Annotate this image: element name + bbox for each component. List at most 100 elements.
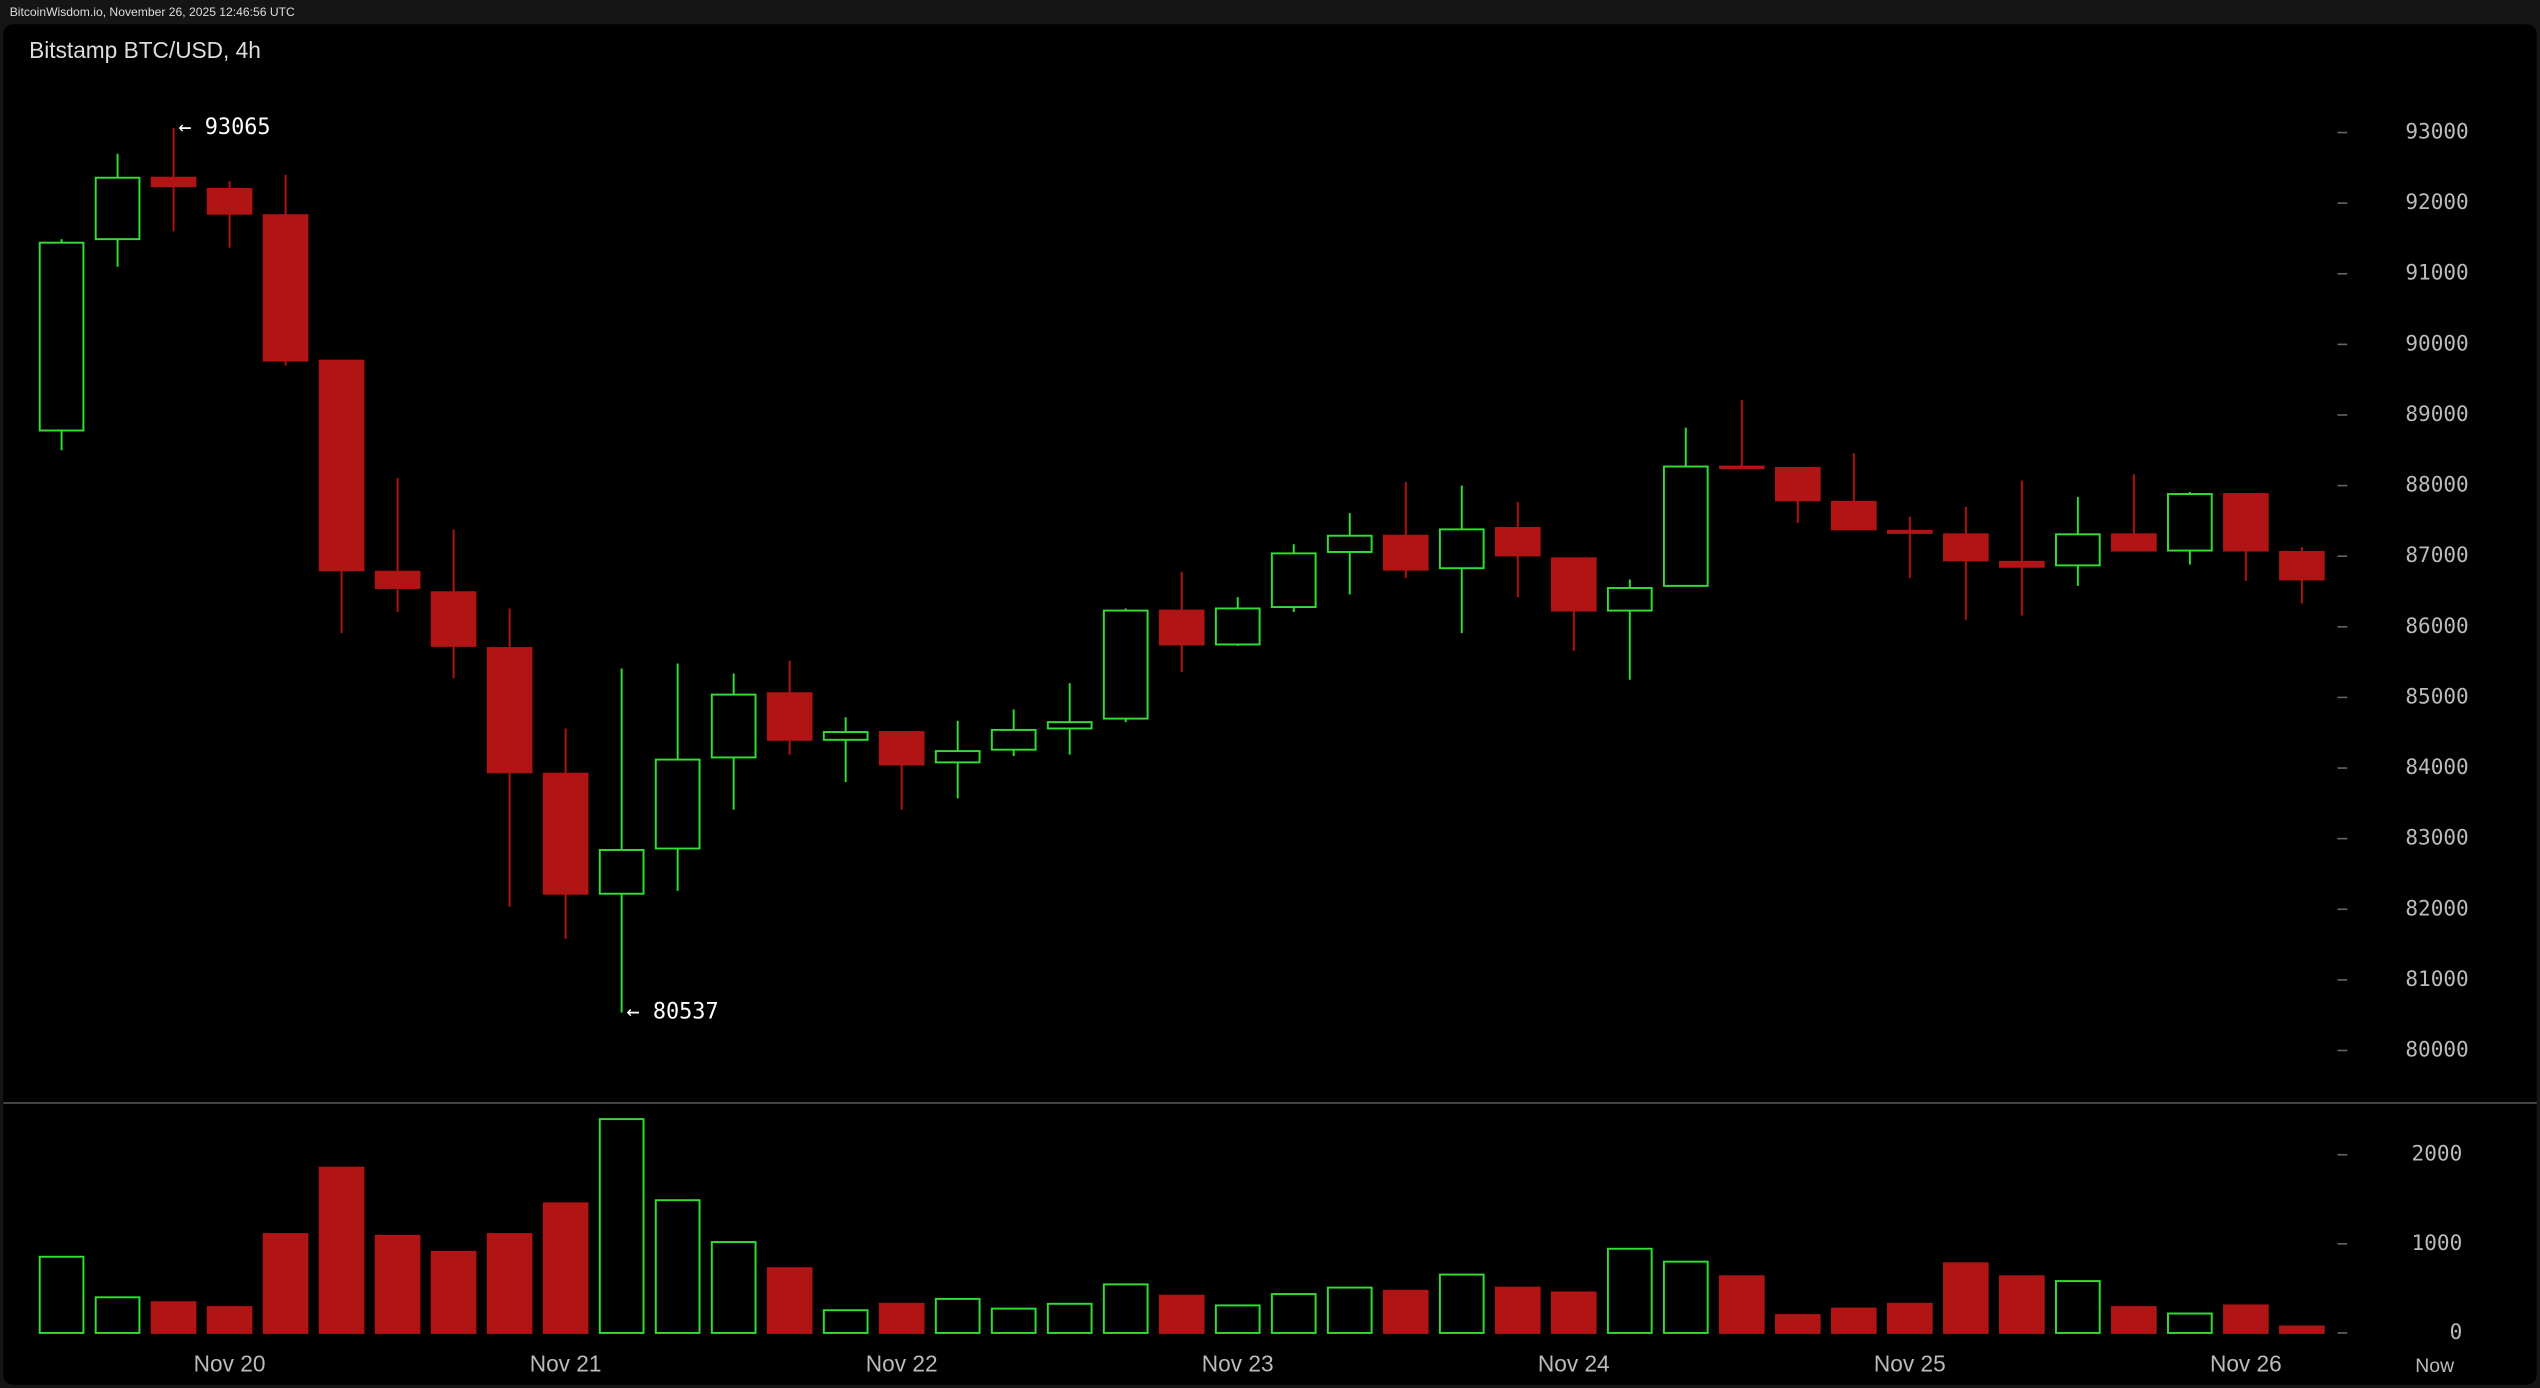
volume-bar (2167, 1312, 2213, 1334)
candle-body (374, 570, 421, 589)
y-tick-label: 90000 (2405, 330, 2468, 355)
volume-bar (1886, 1302, 1933, 1334)
candle-body (206, 188, 253, 215)
candle-body (766, 692, 813, 741)
volume-bar (2055, 1280, 2101, 1334)
volume-tick-label: 2000 (2412, 1141, 2463, 1166)
volume-tick-label: 0 (2450, 1319, 2463, 1344)
volume-bar (1158, 1294, 1205, 1334)
volume-bar (1774, 1314, 1821, 1334)
y-tick-label: 80000 (2405, 1036, 2468, 1061)
volume-bar (262, 1233, 309, 1334)
volume-bar (1438, 1273, 1485, 1334)
candle-body (990, 728, 1037, 751)
y-tick-label: 81000 (2405, 966, 2468, 991)
volume-bar (2111, 1306, 2157, 1334)
x-tick-label: Nov 22 (866, 1350, 938, 1376)
x-tick-label: Nov 21 (530, 1350, 602, 1376)
candle-body (1942, 533, 1989, 562)
y-tick-label: 83000 (2405, 825, 2468, 850)
candle-body (94, 176, 141, 241)
candle-body (1214, 607, 1261, 646)
x-tick-label: Nov 23 (1202, 1350, 1274, 1376)
candle-body (1158, 609, 1205, 646)
x-tick-label: Nov 26 (2210, 1350, 2282, 1376)
x-tick-label: Nov 20 (194, 1350, 266, 1376)
volume-bar (990, 1307, 1037, 1334)
candle-body (710, 693, 757, 759)
candle-body (2055, 533, 2101, 567)
candle-body (486, 647, 533, 774)
header-text: BitcoinWisdom.io, November 26, 2025 12:4… (10, 5, 295, 19)
candle-body (430, 591, 477, 647)
candle-body (1550, 557, 1597, 612)
volume-bar (1998, 1275, 2045, 1334)
candle-body (1774, 466, 1821, 502)
candle-body (934, 750, 981, 764)
x-end-label: Now (2415, 1355, 2455, 1377)
volume-bar (1550, 1291, 1597, 1334)
candle-body (598, 848, 645, 895)
candle-body (2167, 493, 2213, 552)
candle-body (2111, 533, 2157, 552)
candle-body (1102, 609, 1149, 720)
volume-bar (1270, 1293, 1317, 1334)
volume-tick-label: 1000 (2412, 1230, 2463, 1255)
candle-body (318, 359, 365, 572)
candle-body (1382, 534, 1429, 571)
volume-bar (934, 1297, 981, 1334)
volume-bar (1102, 1283, 1149, 1334)
volume-bar (598, 1118, 645, 1334)
volume-bar (1214, 1304, 1261, 1334)
candle-body (2223, 493, 2269, 552)
candle-body (150, 176, 197, 188)
y-tick-label: 86000 (2405, 613, 2468, 638)
candle-body (38, 241, 85, 432)
candle-body (1718, 465, 1765, 470)
volume-bar (542, 1202, 589, 1334)
candle-body (1886, 529, 1933, 534)
volume-bar (38, 1255, 85, 1334)
candle-body (1830, 500, 1877, 531)
candle-body (1326, 534, 1373, 553)
volume-bar (766, 1267, 813, 1334)
candle-body (1494, 526, 1541, 557)
candle-body (1438, 528, 1485, 570)
y-tick-label: 89000 (2405, 401, 2468, 426)
extreme-annotation: ← 93065 (178, 115, 270, 140)
volume-bar (1718, 1275, 1765, 1334)
volume-bar (318, 1166, 365, 1334)
volume-bar (1606, 1247, 1653, 1334)
volume-bar (1046, 1302, 1093, 1334)
volume-bar (710, 1241, 757, 1334)
volume-bar (206, 1306, 253, 1334)
candle-body (1998, 560, 2045, 568)
candle-body (1270, 552, 1317, 609)
candle-body (654, 758, 701, 850)
volume-bar (1326, 1286, 1373, 1334)
candle-body (1606, 587, 1653, 612)
volume-bar (150, 1301, 197, 1334)
candle-body (822, 731, 869, 741)
y-tick-label: 91000 (2405, 260, 2468, 285)
volume-bar (1662, 1260, 1709, 1334)
extreme-annotation: ← 80537 (626, 1000, 718, 1025)
y-tick-label: 92000 (2405, 189, 2468, 214)
chart-title: Bitstamp BTC/USD, 4h (29, 37, 261, 63)
volume-bar (1942, 1262, 1989, 1334)
y-tick-label: 93000 (2405, 119, 2468, 144)
volume-bar (374, 1234, 421, 1334)
candle-body (878, 731, 925, 766)
candle-body (1046, 721, 1093, 730)
volume-bar (94, 1296, 141, 1334)
y-tick-label: 88000 (2405, 472, 2468, 497)
candle-body (2279, 550, 2325, 581)
volume-bar (2223, 1304, 2269, 1334)
volume-bar (1494, 1286, 1541, 1334)
y-tick-label: 87000 (2405, 542, 2468, 567)
candle-body (542, 772, 589, 895)
volume-bar (486, 1233, 533, 1334)
volume-bar (2279, 1325, 2325, 1334)
